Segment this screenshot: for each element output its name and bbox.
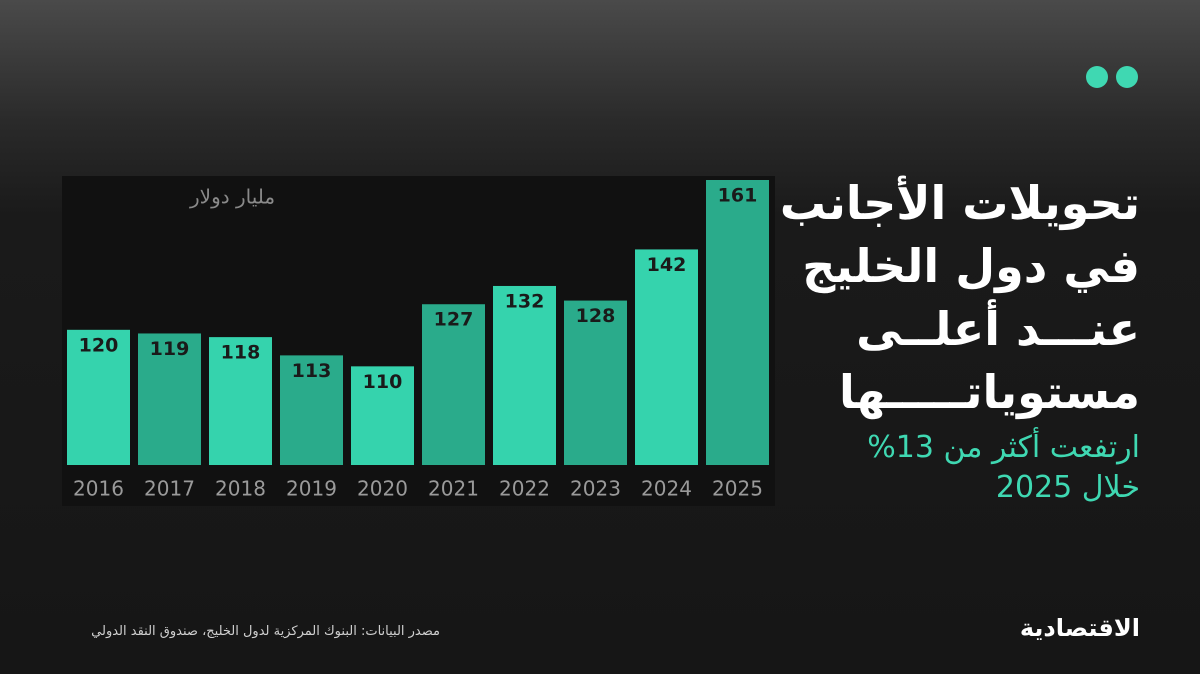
value-label: 118 bbox=[221, 342, 261, 364]
value-label: 132 bbox=[505, 290, 545, 312]
bar bbox=[635, 249, 698, 465]
value-label: 120 bbox=[79, 334, 119, 356]
subtitle-line: خلال 2025 bbox=[995, 470, 1140, 505]
title-line: عنـــد أعلــى bbox=[856, 302, 1140, 356]
x-tick-label: 2017 bbox=[144, 477, 195, 501]
bar bbox=[67, 329, 130, 465]
value-label: 127 bbox=[434, 309, 474, 331]
value-label: 142 bbox=[647, 254, 687, 276]
value-label: 161 bbox=[718, 185, 758, 207]
logo: الاقتصادية bbox=[1019, 614, 1140, 642]
value-label: 110 bbox=[363, 371, 403, 393]
x-tick-label: 2025 bbox=[712, 477, 763, 501]
bar bbox=[706, 180, 769, 465]
x-tick-label: 2018 bbox=[215, 477, 266, 501]
x-tick-label: 2020 bbox=[357, 477, 408, 501]
subtitle-line: ارتفعت أكثر من 13% bbox=[867, 430, 1140, 465]
title-line: مستوياتـــــها bbox=[839, 365, 1140, 419]
source: مصدر البيانات: البنوك المركزية لدول الخل… bbox=[91, 624, 440, 639]
bar bbox=[422, 304, 485, 465]
x-tick-label: 2022 bbox=[499, 477, 550, 501]
x-tick-label: 2021 bbox=[428, 477, 479, 501]
title-line: تحويلات الأجانب bbox=[779, 176, 1140, 230]
x-tick-label: 2016 bbox=[73, 477, 124, 501]
subtitle: ارتفعت أكثر من 13% خلال 2025 bbox=[740, 428, 1140, 508]
title-line: في دول الخليج bbox=[802, 239, 1140, 293]
x-tick-label: 2024 bbox=[641, 477, 692, 501]
unit-label: مليار دولار bbox=[189, 185, 275, 209]
bar bbox=[209, 337, 272, 465]
x-tick-label: 2023 bbox=[570, 477, 621, 501]
value-label: 119 bbox=[150, 338, 190, 360]
chart-title: تحويلات الأجانب في دول الخليج عنـــد أعل… bbox=[760, 172, 1140, 424]
value-label: 128 bbox=[576, 305, 616, 327]
x-tick-label: 2019 bbox=[286, 477, 337, 501]
bar bbox=[493, 285, 556, 465]
bar bbox=[564, 300, 627, 465]
decor-dot bbox=[1086, 66, 1108, 88]
bar bbox=[351, 366, 414, 465]
bar bbox=[280, 355, 343, 465]
decor-dot bbox=[1116, 66, 1138, 88]
value-label: 113 bbox=[292, 360, 332, 382]
bar bbox=[138, 333, 201, 465]
